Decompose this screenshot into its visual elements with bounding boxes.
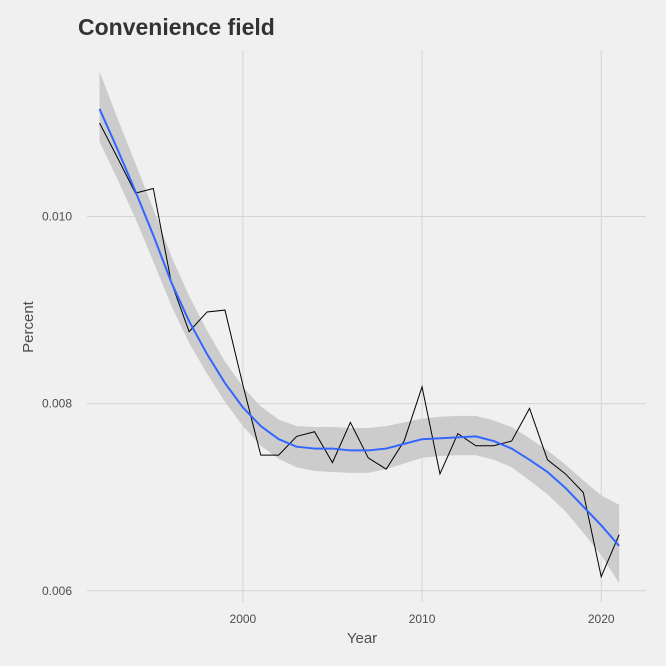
y-tick-label: 0.006 [42,584,72,598]
grid-lines [87,50,646,602]
x-tick-labels: 2000 2010 2020 [230,612,615,626]
chart-title: Convenience field [78,14,275,40]
smooth-line [98,108,620,547]
observed-series [99,122,620,579]
observed-line [99,122,620,579]
x-tick-label: 2000 [230,612,257,626]
y-tick-labels: 0.006 0.008 0.010 [42,210,72,598]
y-tick-label: 0.008 [42,397,72,411]
smooth-series [98,108,620,547]
x-tick-label: 2020 [588,612,615,626]
confidence-band-area [99,71,620,584]
y-tick-label: 0.010 [42,210,72,224]
x-axis-title: Year [347,630,377,647]
y-axis-title: Percent [20,300,37,353]
x-tick-label: 2010 [409,612,436,626]
confidence-band [99,71,620,584]
